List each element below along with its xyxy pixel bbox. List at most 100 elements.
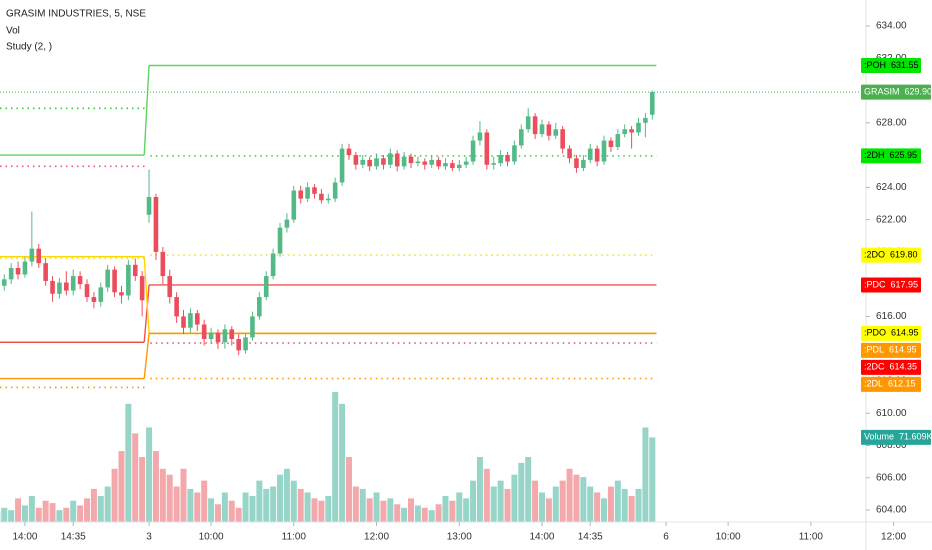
candle-body xyxy=(401,156,407,167)
candle-body xyxy=(332,182,338,199)
volume-bar xyxy=(352,486,359,522)
volume-bar xyxy=(187,488,194,522)
indicator-name: Study (2, ) xyxy=(6,42,52,53)
volume-bar xyxy=(559,480,566,522)
volume-bar xyxy=(311,498,318,522)
candle-body xyxy=(181,316,186,328)
candle-body xyxy=(77,276,83,285)
price-label-name: :2DL xyxy=(864,379,883,389)
candle-body xyxy=(353,155,359,165)
candle-body xyxy=(70,276,76,291)
y-tick-label: 616.00 xyxy=(876,311,907,322)
volume-bar xyxy=(1,507,8,522)
volume-bar xyxy=(428,510,435,522)
volume-bar xyxy=(201,480,208,522)
volume-bar xyxy=(594,492,601,522)
indicator-name: Vol xyxy=(6,26,20,37)
candle-body xyxy=(222,329,228,343)
candle-body xyxy=(622,129,628,135)
volume-bar xyxy=(90,488,97,522)
volume-bar xyxy=(518,462,525,522)
volume-bar xyxy=(580,477,587,522)
candle-body xyxy=(360,159,366,165)
volume-bar xyxy=(83,498,90,522)
candle-body xyxy=(15,268,21,275)
price-label-value: 614.35 xyxy=(890,362,918,372)
price-label-value: 631.55 xyxy=(891,60,919,70)
y-tick-label: 606.00 xyxy=(876,472,907,483)
candle-body xyxy=(319,193,324,201)
x-tick-label: 14:35 xyxy=(61,532,86,543)
candle-body xyxy=(498,155,503,164)
volume-bar xyxy=(366,498,373,522)
candle-body xyxy=(29,248,35,262)
candle-body xyxy=(629,129,634,133)
candle-body xyxy=(208,332,214,340)
volume-bar xyxy=(456,492,463,522)
price-label-value: 625.95 xyxy=(890,150,918,160)
x-tick-label: 14:00 xyxy=(12,532,37,543)
price-label-name: :POH xyxy=(864,60,886,70)
candle-body xyxy=(277,227,283,254)
volume-bar xyxy=(649,437,656,522)
volume-bar xyxy=(228,500,235,522)
volume-bar xyxy=(573,474,580,522)
volume-bar xyxy=(159,468,166,522)
volume-bar xyxy=(21,505,28,522)
candle-body xyxy=(649,92,655,115)
price-label-name: :PDL xyxy=(864,345,884,355)
volume-bar xyxy=(304,492,311,522)
candle-body xyxy=(105,269,110,288)
volume-bar xyxy=(359,488,366,522)
volume-bar xyxy=(263,488,270,522)
price-label-value: 614.95 xyxy=(889,345,917,355)
volume-bar xyxy=(70,500,77,522)
candle-body xyxy=(594,148,600,162)
volume-bar xyxy=(42,500,49,522)
plot-area xyxy=(0,64,866,522)
volume-bar xyxy=(497,480,504,522)
volume-bar xyxy=(242,492,249,522)
candle-body xyxy=(160,251,166,277)
x-tick-label: 14:00 xyxy=(529,532,554,543)
x-tick-label: 6 xyxy=(663,532,669,543)
volume-bar xyxy=(552,486,559,522)
volume-bar xyxy=(566,468,573,522)
candle-body xyxy=(450,163,455,168)
candle-body xyxy=(250,316,255,338)
volume-bar xyxy=(332,392,339,522)
volume-bar xyxy=(77,505,84,522)
volume-bar xyxy=(476,457,483,522)
candle-body xyxy=(243,337,248,351)
candle-body xyxy=(229,329,235,340)
candle-body xyxy=(298,190,304,199)
price-label-box xyxy=(861,277,921,293)
volume-bar xyxy=(449,500,456,522)
candle-body xyxy=(374,158,379,167)
volume-bar xyxy=(146,427,153,522)
candle-body xyxy=(263,276,269,298)
price-label-value: 71.609K xyxy=(899,432,932,442)
candle-body xyxy=(215,332,221,343)
candle-body xyxy=(1,279,7,286)
candle-body xyxy=(525,116,531,130)
candle-body xyxy=(408,156,414,164)
y-tick-label: 634.00 xyxy=(876,21,907,32)
volume-bar xyxy=(538,492,545,522)
volume-bar xyxy=(504,488,511,522)
price-label-name: :PDC xyxy=(864,279,886,289)
volume-bar xyxy=(545,498,552,522)
candle-body xyxy=(443,163,448,167)
candle-body xyxy=(91,297,97,302)
volume-bar xyxy=(97,496,104,522)
price-label-value: 619.80 xyxy=(890,249,918,259)
volume-bar xyxy=(380,500,387,522)
volume-bar xyxy=(139,457,146,522)
volume-bar xyxy=(490,486,497,522)
candle-body xyxy=(112,269,117,293)
volume-bar xyxy=(532,480,539,522)
volume-bar xyxy=(421,507,428,522)
candle-body xyxy=(8,268,14,280)
volume-bar xyxy=(28,496,35,522)
candle-body xyxy=(608,140,614,147)
